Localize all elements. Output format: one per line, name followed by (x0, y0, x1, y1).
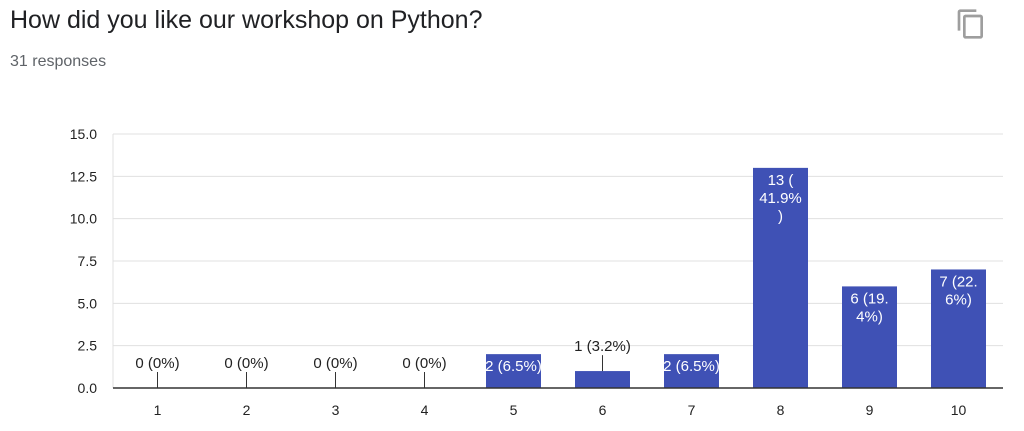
x-tick-label: 9 (866, 402, 874, 418)
x-tick-label: 10 (951, 402, 967, 418)
x-tick-label: 3 (332, 402, 340, 418)
y-tick-label: 5.0 (78, 295, 98, 311)
x-tick-label: 8 (777, 402, 785, 418)
bars (486, 167, 986, 388)
data-label: 41.9% (759, 190, 802, 207)
data-label: 7 (22. (939, 273, 977, 290)
data-label: 0 (0%) (224, 355, 268, 372)
data-label: ) (778, 208, 783, 225)
x-axis-ticks: 1 2 3 4 5 6 7 8 9 10 (154, 402, 967, 418)
bar (842, 286, 897, 388)
data-label: 0 (0%) (313, 355, 357, 372)
question-title: How did you like our workshop on Python? (10, 6, 483, 34)
data-label: 6 (19. (850, 290, 888, 307)
y-tick-label: 2.5 (78, 338, 98, 354)
bar (664, 354, 719, 388)
y-tick-label: 15.0 (70, 126, 97, 142)
x-tick-label: 2 (243, 402, 251, 418)
data-label: 0 (0%) (135, 355, 179, 372)
y-axis-ticks: 0.0 2.5 5.0 7.5 10.0 12.5 15.0 (70, 126, 97, 396)
y-tick-label: 0.0 (78, 380, 98, 396)
response-count: 31 responses (10, 53, 107, 70)
x-tick-label: 4 (421, 402, 429, 418)
data-label: 1 (3.2%) (574, 338, 631, 355)
data-label: 4%) (856, 308, 883, 325)
copy-icon[interactable] (955, 8, 987, 40)
x-tick-label: 5 (510, 402, 518, 418)
y-tick-label: 12.5 (70, 168, 97, 184)
x-tick-label: 6 (599, 402, 607, 418)
y-tick-label: 10.0 (70, 211, 97, 227)
data-label: 0 (0%) (402, 355, 446, 372)
label-leader-lines (157, 355, 603, 388)
data-label: 2 (6.5%) (485, 358, 542, 375)
bar (753, 167, 808, 388)
x-tick-label: 7 (688, 402, 696, 418)
bar (575, 371, 630, 388)
data-label: 2 (6.5%) (663, 358, 720, 375)
x-tick-label: 1 (154, 402, 162, 418)
bar (931, 269, 986, 388)
bar (486, 354, 541, 388)
data-label: 13 ( (768, 172, 794, 189)
data-label: 6%) (945, 291, 972, 308)
data-labels: 0 (0%) 0 (0%) 0 (0%) 0 (0%) 2 (6.5%) 1 (3.2%)… (135, 172, 977, 375)
y-tick-label: 7.5 (78, 253, 98, 269)
